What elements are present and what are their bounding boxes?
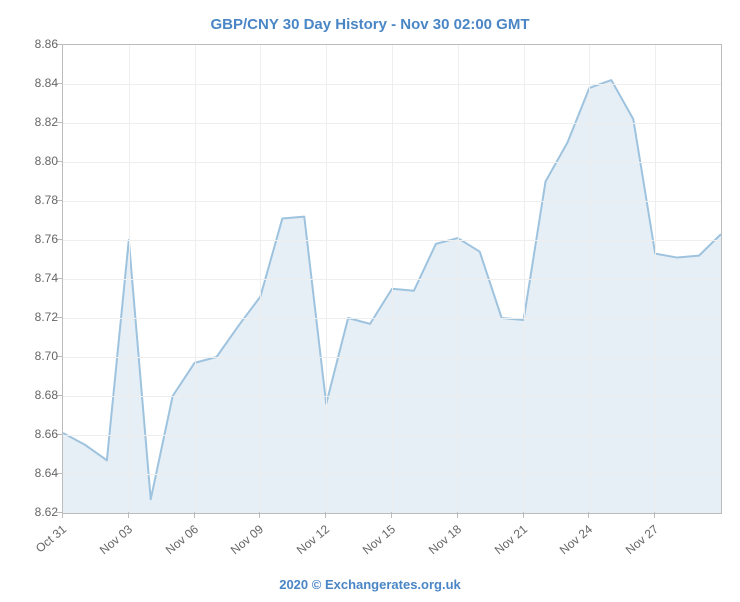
xtick <box>259 512 260 518</box>
xlabel: Nov 27 <box>623 522 661 557</box>
ylabel: 8.80 <box>35 154 58 168</box>
gridline-v <box>392 45 393 513</box>
xtick <box>325 512 326 518</box>
xtick <box>457 512 458 518</box>
xlabel: Nov 12 <box>294 522 332 557</box>
chart-container: GBP/CNY 30 Day History - Nov 30 02:00 GM… <box>0 0 740 602</box>
xlabel: Nov 15 <box>360 522 398 557</box>
xtick <box>588 512 589 518</box>
xlabel: Nov 18 <box>426 522 464 557</box>
ylabel: 8.74 <box>35 271 58 285</box>
ylabel: 8.66 <box>35 427 58 441</box>
gridline-v <box>326 45 327 513</box>
ylabel: 8.78 <box>35 193 58 207</box>
ylabel: 8.68 <box>35 388 58 402</box>
xlabel: Nov 09 <box>228 522 266 557</box>
xtick <box>194 512 195 518</box>
ylabel: 8.82 <box>35 115 58 129</box>
ylabel: 8.86 <box>35 37 58 51</box>
ylabel: 8.84 <box>35 76 58 90</box>
gridline-v <box>655 45 656 513</box>
gridline-v <box>129 45 130 513</box>
xlabel: Oct 31 <box>33 522 69 555</box>
xtick <box>391 512 392 518</box>
gridline-v <box>589 45 590 513</box>
footer-credit: 2020 © Exchangerates.org.uk <box>0 577 740 592</box>
chart-title: GBP/CNY 30 Day History - Nov 30 02:00 GM… <box>0 16 740 33</box>
gridline-v <box>458 45 459 513</box>
gridline-v <box>260 45 261 513</box>
ylabel: 8.76 <box>35 232 58 246</box>
xtick <box>62 512 63 518</box>
xlabel: Nov 03 <box>97 522 135 557</box>
xtick <box>128 512 129 518</box>
gridline-v <box>195 45 196 513</box>
xtick <box>523 512 524 518</box>
xlabel: Nov 24 <box>557 522 595 557</box>
ylabel: 8.70 <box>35 349 58 363</box>
ylabel: 8.62 <box>35 505 58 519</box>
ylabel: 8.64 <box>35 466 58 480</box>
gridline-v <box>524 45 525 513</box>
xtick <box>654 512 655 518</box>
xlabel: Nov 06 <box>162 522 200 557</box>
xlabel: Nov 21 <box>491 522 529 557</box>
ylabel: 8.72 <box>35 310 58 324</box>
plot-area <box>62 44 722 514</box>
